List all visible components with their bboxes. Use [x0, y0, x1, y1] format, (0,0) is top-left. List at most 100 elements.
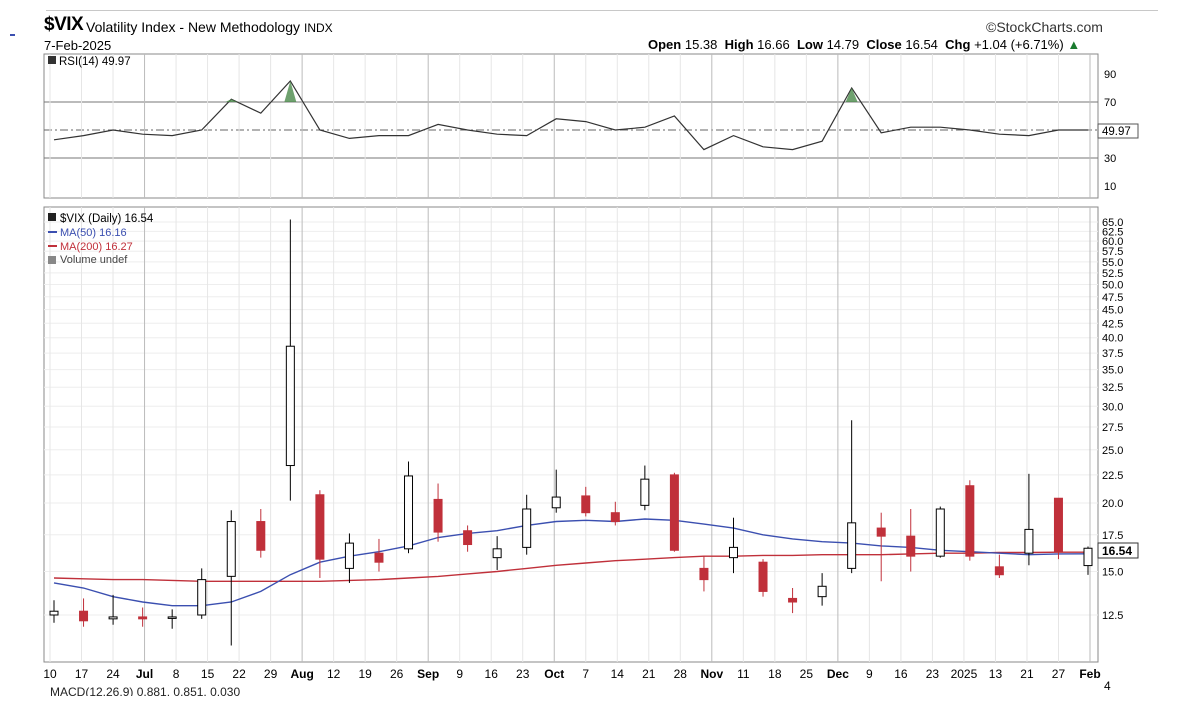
x-tick-label: Oct	[544, 667, 564, 681]
candle-body	[1083, 547, 1093, 567]
x-tick-label: 27	[1052, 667, 1066, 681]
candle-body	[876, 527, 886, 537]
candle-body	[610, 512, 620, 523]
price-tick-label: 47.5	[1102, 292, 1123, 304]
price-grid	[44, 221, 1098, 616]
candle-body	[788, 597, 798, 603]
price-tick-label: 25.0	[1102, 445, 1123, 457]
price-badge-value: 16.54	[1102, 544, 1132, 558]
ma50-legend-text: MA(50) 16.16	[60, 227, 127, 239]
rsi-badge-value: 49.97	[1102, 126, 1131, 138]
brand-logo[interactable]: ©StockCharts.com	[986, 19, 1103, 35]
rsi-tick-label: 70	[1104, 97, 1116, 109]
rsi-overbought-fill	[845, 88, 858, 102]
candle-body	[994, 566, 1004, 576]
x-tick-label: 15	[201, 667, 215, 681]
price-tick-label: 22.5	[1102, 470, 1123, 482]
price-tick-label: 30.0	[1102, 401, 1123, 413]
price-tick-label: 37.5	[1102, 348, 1123, 360]
x-tick-label: Feb	[1079, 667, 1100, 681]
rsi-tick-label: 30	[1104, 153, 1116, 165]
price-tick-label: 35.0	[1102, 365, 1123, 377]
candle-body	[935, 508, 945, 557]
macd-legend-partial: MACD(12,26,9) 0.881, 0.851, 0.030 4	[44, 679, 1178, 710]
candle-body	[817, 585, 827, 598]
x-tick-label: 26	[390, 667, 404, 681]
candles	[49, 219, 1093, 646]
x-tick-label: Dec	[827, 667, 849, 681]
candle-body	[404, 475, 414, 550]
ma200-line	[53, 551, 1088, 582]
price-tick-label: 27.5	[1102, 422, 1123, 434]
x-tick-label: 16	[894, 667, 908, 681]
price-tick-label: 65.0	[1102, 217, 1123, 229]
x-tick-label: 19	[358, 667, 372, 681]
menu-marker[interactable]	[10, 34, 15, 36]
x-tick-label: 17	[75, 667, 89, 681]
price-tick-label: 62.5	[1102, 226, 1123, 238]
top-border	[46, 10, 1158, 11]
price-tick-label: 52.5	[1102, 268, 1123, 280]
low-value: 14.79	[826, 37, 860, 52]
candle-body	[256, 521, 266, 551]
candle-body	[965, 485, 975, 557]
candle-body	[551, 496, 561, 509]
rsi-last-badge: 49.97	[1097, 123, 1139, 139]
candle-body	[79, 610, 89, 622]
macd-legend-text: MACD(12,26,9) 0.881, 0.851, 0.030	[50, 685, 240, 699]
symbol-description: Volatility Index - New Methodology INDX	[86, 19, 333, 35]
volume-legend-text: Volume undef	[60, 254, 128, 266]
candle-body	[344, 542, 354, 569]
candle-body	[669, 474, 679, 551]
x-tick-label: 25	[800, 667, 814, 681]
candle-body	[108, 616, 118, 620]
price-tick-label: 60.0	[1102, 236, 1123, 248]
candle-body	[728, 546, 738, 559]
x-tick-label: Aug	[290, 667, 313, 681]
rsi-overbought-fill	[284, 81, 297, 102]
candle-body	[167, 616, 177, 619]
x-axis: 10 17 24 Jul 8 15 22 29 Aug 12 19 26 Sep 9 16 23 Oct 7 14 2…	[43, 667, 1100, 681]
x-tick-label: 9	[866, 667, 873, 681]
x-tick-label: 23	[926, 667, 940, 681]
price-axis: 65.062.560.057.555.052.550.047.545.042.5…	[1102, 217, 1123, 622]
rsi-panel-frame	[43, 53, 1099, 199]
price-tick-label: 50.0	[1102, 280, 1123, 292]
candle-body	[758, 561, 768, 592]
price-tick-label: 32.5	[1102, 382, 1123, 394]
x-tick-label: 24	[106, 667, 120, 681]
candle-body	[463, 530, 473, 546]
up-triangle-icon: ▲	[1067, 37, 1081, 52]
rsi-legend-text: RSI(14) 49.97	[59, 56, 131, 68]
price-tick-label: 55.0	[1102, 257, 1123, 269]
x-tick-label: 22	[232, 667, 246, 681]
candle-body	[699, 567, 709, 581]
rsi-badge-box	[1097, 123, 1139, 139]
x-tick-label: 9	[456, 667, 463, 681]
rsi-axis: 90 70 30 10	[1104, 69, 1116, 193]
price-tick-label: 42.5	[1102, 318, 1123, 330]
candle-body	[522, 508, 532, 548]
x-tick-label: Jul	[136, 667, 153, 681]
x-tick-label: 16	[485, 667, 499, 681]
candle-body	[374, 552, 384, 563]
price-panel-frame	[43, 206, 1099, 663]
close-value: 16.54	[905, 37, 938, 52]
ohlc-readout: Open 15.38 High 16.66 Low 14.79 Close 16…	[648, 37, 1081, 52]
moving-averages	[53, 518, 1089, 607]
candle-body	[906, 535, 916, 557]
x-tick-label: 23	[516, 667, 530, 681]
price-legend: $VIX (Daily) 16.54 MA(50) 16.16 MA(200) …	[48, 213, 154, 266]
rsi-overbought-fill	[225, 99, 238, 102]
candle-body	[315, 494, 325, 560]
x-tick-label: 8	[173, 667, 180, 681]
x-tick-label: 29	[264, 667, 278, 681]
rsi-legend-swatch	[48, 56, 56, 64]
candle-body	[226, 521, 236, 577]
candle-body	[138, 616, 148, 620]
price-tick-label: 17.5	[1102, 530, 1123, 542]
price-tick-label: 40.0	[1102, 333, 1123, 345]
price-tick-label: 57.5	[1102, 246, 1123, 258]
candle-body	[49, 610, 59, 616]
